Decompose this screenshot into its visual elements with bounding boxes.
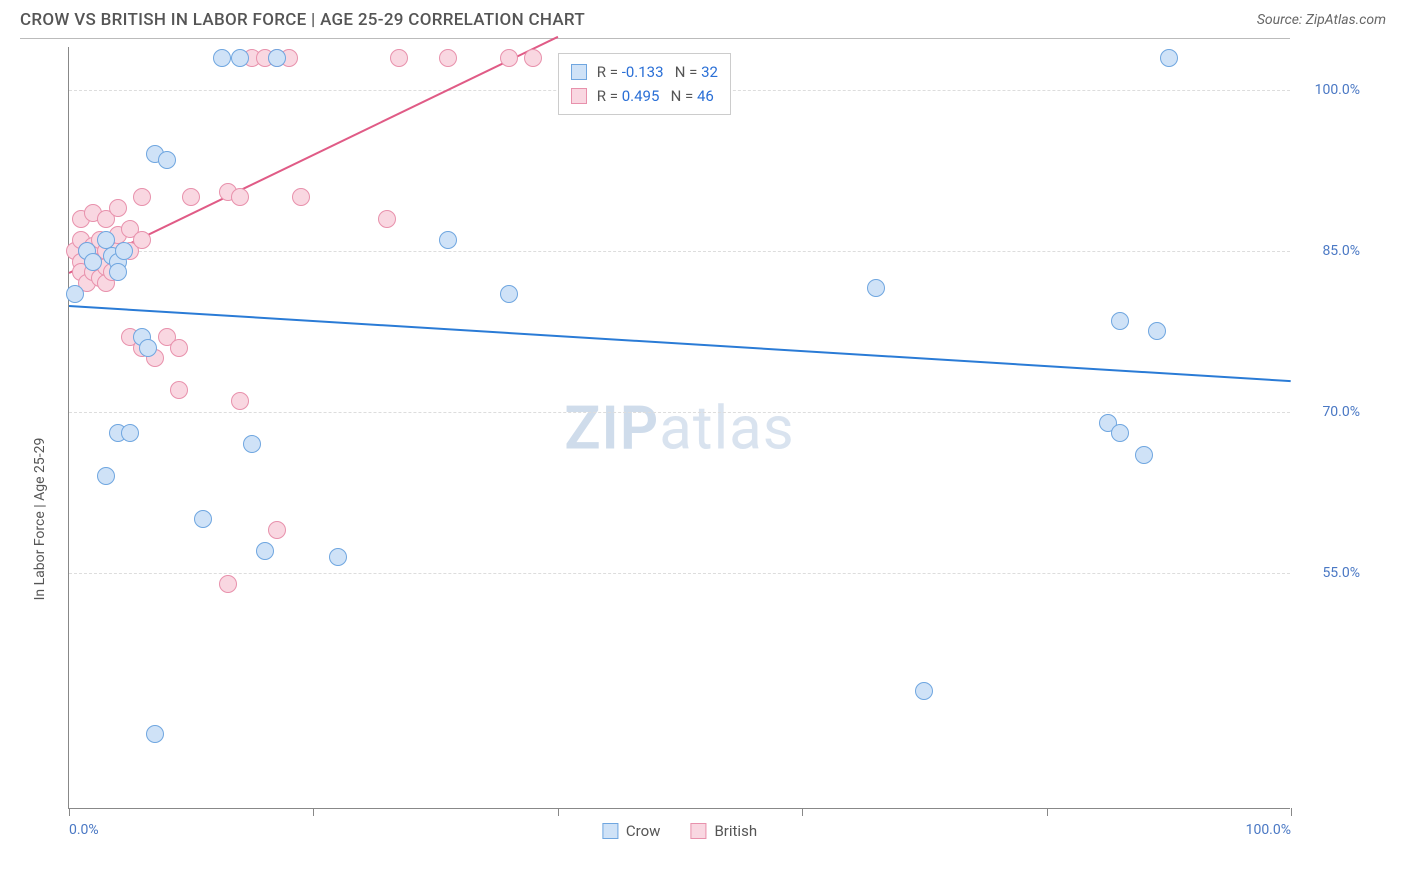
- crow-point: [146, 725, 164, 743]
- crow-point: [268, 49, 286, 67]
- crow-point: [231, 49, 249, 67]
- crow-trendline: [69, 305, 1291, 382]
- watermark: ZIPatlas: [564, 392, 795, 463]
- british-point: [170, 339, 188, 357]
- source-name: ZipAtlas.com: [1306, 12, 1386, 28]
- legend-text: R = -0.133 N = 32: [597, 60, 718, 84]
- crow-swatch: [571, 64, 587, 80]
- crow-point: [915, 682, 933, 700]
- legend-label: Crow: [626, 822, 661, 840]
- crow-point: [1135, 446, 1153, 464]
- crow-point: [439, 231, 457, 249]
- xtick-label: 100.0%: [1246, 822, 1291, 838]
- crow-point: [1160, 49, 1178, 67]
- plot-area: ZIPatlas55.0%70.0%85.0%100.0%0.0%100.0%R…: [68, 47, 1290, 809]
- british-point: [182, 188, 200, 206]
- british-point: [390, 49, 408, 67]
- british-point: [268, 521, 286, 539]
- legend-row-crow: R = -0.133 N = 32: [571, 60, 718, 84]
- chart-title: CROW VS BRITISH IN LABOR FORCE | AGE 25-…: [20, 10, 585, 30]
- crow-point: [84, 253, 102, 271]
- crow-point: [500, 285, 518, 303]
- crow-point: [158, 151, 176, 169]
- crow-point: [256, 542, 274, 560]
- correlation-legend: R = -0.133 N = 32R = 0.495 N = 46: [558, 53, 731, 115]
- crow-point: [194, 510, 212, 528]
- legend-item-crow: Crow: [602, 822, 661, 840]
- british-point: [170, 381, 188, 399]
- xtick: [1291, 808, 1292, 816]
- xtick: [558, 808, 559, 816]
- legend-text: R = 0.495 N = 46: [597, 84, 714, 108]
- crow-point: [1148, 322, 1166, 340]
- watermark-part1: ZIP: [564, 392, 659, 463]
- legend-label: British: [714, 822, 757, 840]
- ytick-label: 85.0%: [1300, 243, 1360, 259]
- legend-row-british: R = 0.495 N = 46: [571, 84, 718, 108]
- xtick: [69, 808, 70, 816]
- xtick-label: 0.0%: [69, 822, 99, 838]
- crow-point: [1111, 424, 1129, 442]
- crow-point: [121, 424, 139, 442]
- crow-point: [115, 242, 133, 260]
- ytick-label: 70.0%: [1300, 404, 1360, 420]
- british-point: [133, 231, 151, 249]
- british-point: [378, 210, 396, 228]
- gridline: [69, 573, 1290, 574]
- british-swatch: [690, 823, 706, 839]
- watermark-part2: atlas: [659, 392, 794, 463]
- ytick-label: 55.0%: [1300, 565, 1360, 581]
- correlation-chart: ZIPatlas55.0%70.0%85.0%100.0%0.0%100.0%R…: [20, 38, 1290, 808]
- british-point: [133, 188, 151, 206]
- british-point: [524, 49, 542, 67]
- british-point: [292, 188, 310, 206]
- crow-point: [109, 263, 127, 281]
- crow-point: [1111, 312, 1129, 330]
- british-point: [231, 392, 249, 410]
- source-attribution: Source: ZipAtlas.com: [1257, 12, 1386, 28]
- british-point: [231, 188, 249, 206]
- source-prefix: Source:: [1257, 12, 1306, 28]
- ytick-label: 100.0%: [1300, 82, 1360, 98]
- y-axis-label: In Labor Force | Age 25-29: [32, 438, 48, 601]
- crow-point: [243, 435, 261, 453]
- crow-point: [139, 339, 157, 357]
- gridline: [69, 251, 1290, 252]
- crow-swatch: [602, 823, 618, 839]
- crow-point: [66, 285, 84, 303]
- legend-item-british: British: [690, 822, 757, 840]
- british-point: [500, 49, 518, 67]
- xtick: [313, 808, 314, 816]
- xtick: [802, 808, 803, 816]
- header: CROW VS BRITISH IN LABOR FORCE | AGE 25-…: [0, 0, 1406, 38]
- series-legend: Crow British: [602, 822, 757, 840]
- crow-point: [97, 467, 115, 485]
- british-point: [439, 49, 457, 67]
- british-point: [109, 199, 127, 217]
- xtick: [1047, 808, 1048, 816]
- crow-point: [329, 548, 347, 566]
- crow-point: [867, 279, 885, 297]
- british-point: [219, 575, 237, 593]
- crow-point: [213, 49, 231, 67]
- british-swatch: [571, 88, 587, 104]
